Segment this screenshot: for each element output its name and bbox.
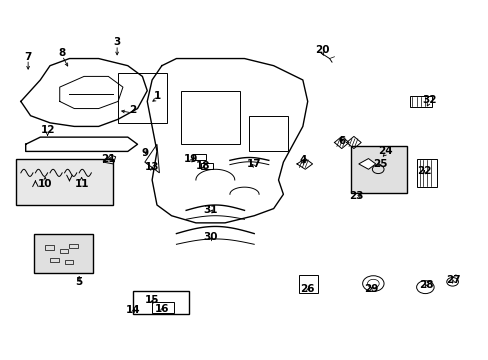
Text: 6: 6 bbox=[337, 136, 345, 146]
Bar bbox=[50, 258, 59, 262]
Text: 1: 1 bbox=[153, 91, 160, 101]
Bar bbox=[201, 163, 212, 169]
Text: 18: 18 bbox=[196, 161, 210, 171]
Text: 11: 11 bbox=[74, 179, 89, 189]
Bar bbox=[34, 234, 93, 273]
Text: 8: 8 bbox=[59, 48, 66, 58]
Bar bbox=[181, 91, 239, 144]
Text: 14: 14 bbox=[125, 305, 140, 315]
Text: 12: 12 bbox=[40, 125, 55, 135]
Text: 27: 27 bbox=[446, 275, 460, 285]
Text: 26: 26 bbox=[300, 284, 314, 294]
Text: 31: 31 bbox=[203, 205, 217, 215]
Text: 32: 32 bbox=[421, 95, 436, 105]
Text: 29: 29 bbox=[363, 284, 377, 294]
Text: 28: 28 bbox=[419, 280, 433, 291]
Text: 3: 3 bbox=[113, 37, 121, 48]
Polygon shape bbox=[358, 158, 375, 169]
Text: 10: 10 bbox=[38, 179, 52, 189]
Bar bbox=[351, 146, 407, 193]
Text: 20: 20 bbox=[314, 45, 329, 55]
Bar bbox=[64, 260, 73, 264]
Bar bbox=[409, 96, 431, 107]
Bar bbox=[416, 158, 436, 187]
Bar bbox=[152, 302, 174, 313]
Bar bbox=[298, 275, 318, 293]
Text: 17: 17 bbox=[246, 159, 261, 169]
Bar bbox=[69, 244, 78, 248]
Bar bbox=[45, 246, 54, 249]
Text: 4: 4 bbox=[299, 156, 306, 165]
Bar bbox=[60, 249, 68, 253]
Text: 15: 15 bbox=[144, 295, 159, 305]
Text: 24: 24 bbox=[377, 147, 392, 157]
Text: 23: 23 bbox=[348, 191, 363, 201]
Bar bbox=[249, 116, 287, 152]
Text: 30: 30 bbox=[203, 232, 217, 242]
Text: 21: 21 bbox=[101, 154, 115, 163]
Text: 22: 22 bbox=[416, 166, 431, 176]
Text: 2: 2 bbox=[129, 105, 136, 115]
Bar bbox=[132, 291, 188, 314]
Text: 13: 13 bbox=[144, 162, 159, 172]
Text: 7: 7 bbox=[24, 52, 32, 62]
Text: 16: 16 bbox=[154, 303, 169, 314]
Bar bbox=[193, 154, 205, 160]
Text: 9: 9 bbox=[141, 148, 148, 158]
Bar bbox=[16, 158, 113, 205]
Text: 19: 19 bbox=[183, 154, 198, 163]
Text: 5: 5 bbox=[76, 277, 82, 287]
Bar bbox=[118, 73, 166, 123]
Text: 25: 25 bbox=[373, 159, 387, 169]
